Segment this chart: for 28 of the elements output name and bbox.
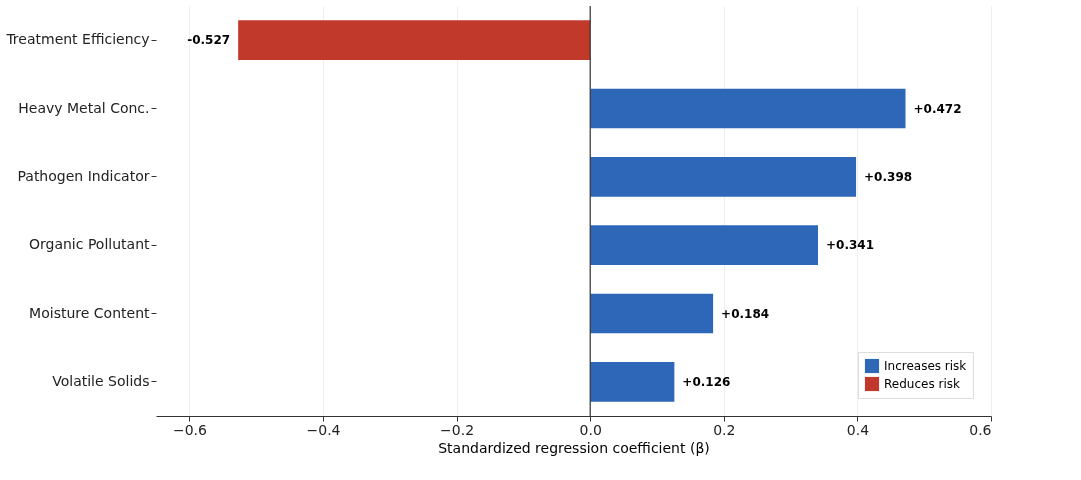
- data-label: +0.184: [721, 306, 770, 321]
- bar: [238, 20, 591, 60]
- data-label: +0.398: [864, 169, 913, 184]
- x-axis-title: Standardized regression coefficient (β): [438, 439, 710, 456]
- y-tick-label: Moisture Content: [29, 304, 150, 321]
- data-label: -0.527: [187, 33, 231, 48]
- y-tick-label: Pathogen Indicator: [17, 167, 150, 184]
- bar: [590, 157, 857, 197]
- data-label: +0.472: [913, 101, 962, 116]
- bar: [590, 88, 906, 129]
- x-tick-label: 0.6: [969, 421, 992, 438]
- legend-label: Reduces risk: [884, 377, 960, 391]
- x-tick-label: 0.4: [846, 421, 870, 438]
- y-tick-label: Organic Pollutant: [29, 236, 151, 253]
- data-label: +0.126: [682, 374, 731, 389]
- y-tick-label: Treatment Efficiency: [5, 31, 150, 48]
- bar: [590, 293, 714, 334]
- x-tick-label: 0.0: [579, 421, 602, 438]
- legend-label: Increases risk: [884, 359, 967, 373]
- x-tick-label: 0.2: [713, 421, 736, 438]
- bar: [590, 225, 818, 265]
- x-tick-label: −0.6: [172, 421, 207, 438]
- y-tick-label: Heavy Metal Conc.: [18, 99, 150, 116]
- x-tick-label: −0.4: [306, 421, 341, 438]
- data-label: +0.341: [825, 238, 874, 253]
- bar: [590, 362, 675, 402]
- y-tick-label: Volatile Solids: [52, 372, 150, 389]
- x-tick-label: −0.2: [440, 421, 475, 438]
